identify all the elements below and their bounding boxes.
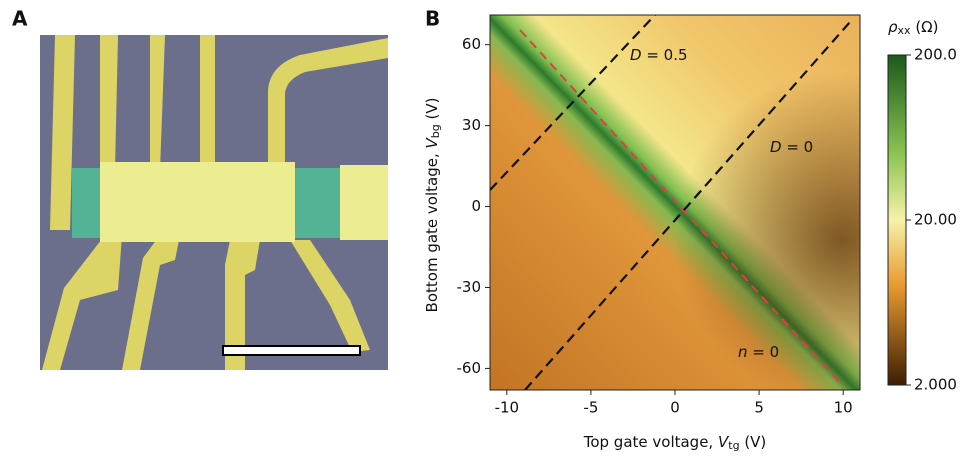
colorbar-title: ρxx (Ω) — [888, 18, 939, 38]
annotation: n = 0 — [738, 343, 779, 361]
colorbar-tick-label: 200.0 — [914, 46, 957, 64]
x-tick-label: -5 — [583, 399, 598, 417]
x-tick-label: 10 — [834, 399, 853, 417]
colorbar-tick-label: 20.00 — [914, 211, 957, 229]
annotation: D = 0 — [770, 138, 813, 156]
x-axis-label: Top gate voltage, Vtg (V) — [583, 433, 767, 453]
x-tick-label: -10 — [495, 399, 520, 417]
y-tick-label: 30 — [462, 116, 481, 134]
heatmap — [490, 15, 860, 390]
y-tick-label: -30 — [457, 278, 482, 296]
micrograph — [40, 35, 388, 370]
colorbar — [888, 55, 906, 385]
annotation: D = 0.5 — [630, 46, 688, 64]
y-tick-label: -60 — [457, 359, 482, 377]
figure: A B D = 0.5 D = 0 n = 0 Top gate voltage… — [0, 0, 975, 464]
y-axis-label: Bottom gate voltage, Vbg (V) — [423, 98, 443, 313]
panel-label: A — [12, 7, 28, 31]
y-tick-label: 0 — [471, 197, 481, 215]
x-tick-label: 5 — [754, 399, 764, 417]
y-tick-label: 60 — [462, 35, 481, 53]
x-tick-label: 0 — [670, 399, 680, 417]
colorbar-tick-label: 2.000 — [914, 376, 957, 394]
panel-label: B — [425, 7, 440, 31]
